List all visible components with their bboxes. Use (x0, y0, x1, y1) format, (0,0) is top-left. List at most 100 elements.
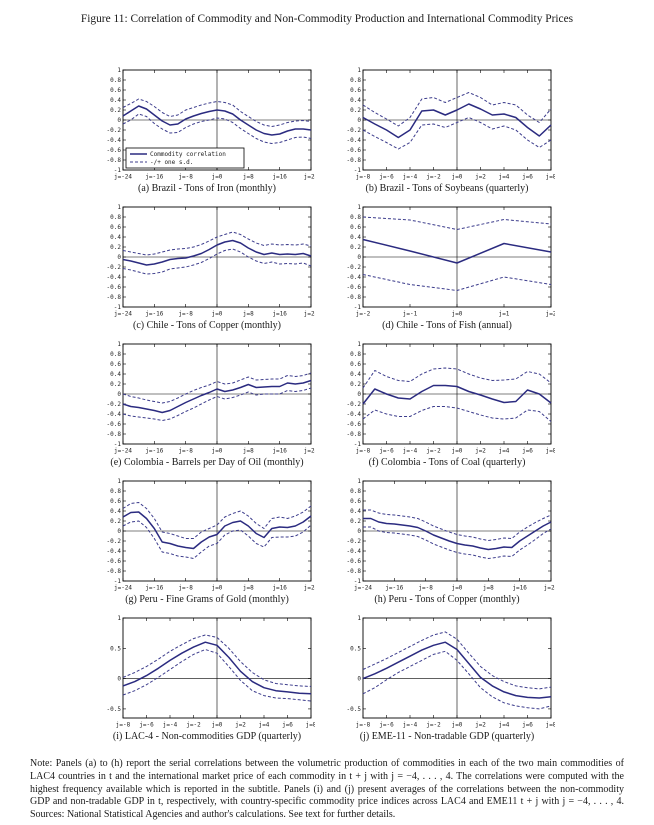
svg-text:-0.2: -0.2 (347, 401, 362, 408)
svg-text:0: 0 (117, 391, 121, 398)
svg-text:-0.6: -0.6 (347, 558, 362, 565)
svg-text:-0.4: -0.4 (347, 548, 362, 555)
svg-text:j=0: j=0 (212, 311, 223, 318)
panel-e-caption: (e) Colombia - Barrels per Day of Oil (m… (110, 457, 304, 468)
svg-text:0.6: 0.6 (110, 361, 121, 368)
svg-text:-0.6: -0.6 (347, 421, 362, 428)
svg-text:j=6: j=6 (522, 174, 533, 181)
svg-text:j=8: j=8 (243, 448, 254, 455)
svg-text:j=-2: j=-2 (426, 174, 441, 181)
svg-text:j=-24: j=-24 (114, 311, 132, 318)
panel-j: j=-8 j=-6 j=-4 j=-2 j=0 j=2 j=4 j=6 j=8 1 0.5 0 -0.5… (339, 615, 555, 752)
svg-text:j=2: j=2 (475, 174, 486, 181)
svg-text:-1: -1 (354, 441, 362, 448)
svg-text:0.8: 0.8 (350, 488, 361, 495)
svg-text:j=16: j=16 (272, 174, 287, 181)
svg-text:1: 1 (117, 204, 121, 211)
panel-g-caption: (g) Peru - Fine Grams of Gold (monthly) (125, 594, 289, 605)
panel-c-caption: (c) Chile - Tons of Copper (monthly) (133, 320, 281, 331)
chart-colombia-coal: j=-8 j=-6 j=-4 j=-2 j=0 j=2 j=4 j=6 j=8 1 0.8 0.6 0.… (347, 341, 555, 455)
svg-text:0.6: 0.6 (350, 87, 361, 94)
svg-text:0: 0 (357, 528, 361, 535)
chart-eme11-gdp: j=-8 j=-6 j=-4 j=-2 j=0 j=2 j=4 j=6 j=8 1 0.5 0 -0.5 (347, 615, 555, 729)
svg-text:j=2: j=2 (475, 722, 486, 729)
svg-text:-0.2: -0.2 (347, 127, 362, 134)
svg-text:j=16: j=16 (272, 448, 287, 455)
svg-text:j=0: j=0 (212, 174, 223, 181)
svg-text:-0.8: -0.8 (107, 568, 122, 575)
svg-text:j=0: j=0 (452, 174, 463, 181)
svg-text:0.2: 0.2 (350, 518, 361, 525)
panel-f-caption: (f) Colombia - Tons of Coal (quarterly) (368, 457, 526, 468)
svg-text:j=-4: j=-4 (403, 448, 418, 455)
svg-text:0.8: 0.8 (350, 351, 361, 358)
svg-text:0.8: 0.8 (110, 77, 121, 84)
chart-brazil-iron: j=-24 j=-16 j=-8 j=0 j=8 j=16 j=24 1 0.8 0.6 0.4 0.… (107, 67, 315, 181)
svg-text:j=-4: j=-4 (403, 722, 418, 729)
svg-text:j=-6: j=-6 (139, 722, 154, 729)
svg-text:j=0: j=0 (452, 311, 463, 318)
svg-text:j=-4: j=-4 (403, 174, 418, 181)
svg-text:1: 1 (117, 67, 121, 74)
svg-text:j=-16: j=-16 (145, 311, 163, 318)
svg-text:0.2: 0.2 (110, 244, 121, 251)
svg-text:-0.5: -0.5 (347, 706, 362, 713)
svg-text:-0.4: -0.4 (107, 548, 122, 555)
svg-text:j=-8: j=-8 (116, 722, 131, 729)
svg-text:-0.5: -0.5 (107, 706, 122, 713)
svg-text:j=6: j=6 (282, 722, 293, 729)
svg-text:-/+ one s.d.: -/+ one s.d. (150, 159, 193, 166)
svg-text:-0.2: -0.2 (347, 264, 362, 271)
svg-text:0.6: 0.6 (110, 498, 121, 505)
svg-text:1: 1 (357, 67, 361, 74)
svg-text:0.2: 0.2 (110, 518, 121, 525)
svg-text:1: 1 (357, 341, 361, 348)
svg-text:j=16: j=16 (272, 311, 287, 318)
svg-text:j=-8: j=-8 (356, 448, 371, 455)
svg-text:0.2: 0.2 (350, 381, 361, 388)
svg-text:j=8: j=8 (546, 448, 555, 455)
svg-text:0.2: 0.2 (350, 107, 361, 114)
svg-text:j=-16: j=-16 (145, 585, 163, 592)
svg-text:-1: -1 (354, 167, 362, 174)
svg-text:j=2: j=2 (475, 448, 486, 455)
svg-text:-0.2: -0.2 (107, 538, 122, 545)
svg-text:1: 1 (357, 204, 361, 211)
panel-a: j=-24 j=-16 j=-8 j=0 j=8 j=16 j=24 1 0.8 0.6 0.4 0.… (99, 67, 315, 204)
svg-text:1: 1 (117, 341, 121, 348)
svg-text:j=-8: j=-8 (418, 585, 433, 592)
svg-text:-1: -1 (114, 304, 122, 311)
chart-chile-copper: j=-24 j=-16 j=-8 j=0 j=8 j=16 j=24 1 0.8 0.6 0.4 0.… (107, 204, 315, 318)
svg-text:0.2: 0.2 (110, 381, 121, 388)
charts-grid: j=-24 j=-16 j=-8 j=0 j=8 j=16 j=24 1 0.8 0.6 0.4 0.… (99, 67, 555, 752)
svg-text:0.4: 0.4 (350, 508, 361, 515)
svg-text:j=6: j=6 (522, 448, 533, 455)
svg-text:0.6: 0.6 (350, 361, 361, 368)
svg-text:j=4: j=4 (499, 174, 510, 181)
svg-text:j=-24: j=-24 (114, 174, 132, 181)
svg-text:-0.2: -0.2 (107, 264, 122, 271)
panel-h-caption: (h) Peru - Tons of Copper (monthly) (374, 594, 520, 605)
svg-text:0.8: 0.8 (110, 214, 121, 221)
svg-text:j=-8: j=-8 (356, 174, 371, 181)
svg-text:j=-24: j=-24 (114, 585, 132, 592)
svg-text:-0.6: -0.6 (347, 284, 362, 291)
svg-text:j=24: j=24 (304, 448, 315, 455)
figure-note: Note: Panels (a) to (h) report the seria… (30, 758, 624, 821)
svg-text:0: 0 (117, 528, 121, 535)
svg-text:-0.2: -0.2 (107, 127, 122, 134)
chart-peru-copper: j=-24 j=-16 j=-8 j=0 j=8 j=16 j=24 1 0.8 0.6 0.4 0.… (347, 478, 555, 592)
svg-text:0.2: 0.2 (350, 244, 361, 251)
svg-text:0.8: 0.8 (110, 488, 121, 495)
svg-text:j=-6: j=-6 (379, 174, 394, 181)
svg-text:j=6: j=6 (522, 722, 533, 729)
svg-text:1: 1 (357, 615, 361, 622)
svg-text:j=8: j=8 (306, 722, 315, 729)
svg-text:-0.8: -0.8 (107, 431, 122, 438)
svg-text:j=8: j=8 (546, 722, 555, 729)
svg-text:1: 1 (117, 478, 121, 485)
chart-peru-gold: j=-24 j=-16 j=-8 j=0 j=8 j=16 j=24 1 0.8 0.6 0.4 0.… (107, 478, 315, 592)
svg-text:j=0: j=0 (452, 722, 463, 729)
svg-text:0: 0 (117, 676, 121, 683)
